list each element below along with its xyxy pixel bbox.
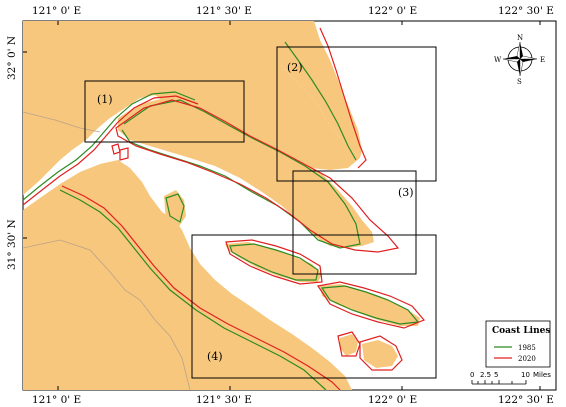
scale-unit: Miles	[533, 371, 551, 379]
study-box-2	[276, 46, 437, 182]
study-boxes	[84, 46, 437, 379]
top-axis-label-3: 122° 0' E	[368, 5, 417, 17]
bottom-axis-label-2: 121° 30' E	[196, 394, 252, 406]
north-arrow-w: W	[494, 56, 502, 64]
island-south-a	[340, 334, 358, 356]
left-axis-label-2: 31° 30' N	[6, 219, 18, 270]
coastline-1985	[22, 41, 420, 391]
scale-tick-10: 10	[521, 371, 530, 379]
land-layer	[23, 21, 420, 390]
study-box-2-label: (2)	[287, 61, 303, 74]
bottom-axis-label-3: 122° 0' E	[368, 394, 417, 406]
island-east-long	[320, 284, 420, 326]
study-box-3-label: (3)	[398, 186, 414, 199]
bottom-axis-label-1: 121° 0' E	[32, 394, 81, 406]
coastline-2020	[22, 27, 426, 391]
study-box-1	[84, 80, 245, 143]
island-central	[118, 98, 374, 248]
island-midstream	[225, 242, 322, 282]
admin-boundary	[22, 111, 191, 391]
study-box-4-label: (4)	[207, 350, 223, 363]
left-axis-label-1: 32° 0' N	[6, 36, 18, 80]
top-axis-label-1: 121° 0' E	[32, 5, 81, 17]
top-axis-label-4: 122° 30' E	[498, 5, 554, 17]
scale-tick-2-5: 2.5	[480, 371, 491, 379]
south-bank-land	[23, 160, 352, 390]
scale-tick-5: 5	[494, 371, 498, 379]
north-arrow	[502, 41, 538, 77]
scale-tick-0: 0	[470, 371, 474, 379]
study-box-1-label: (1)	[97, 93, 113, 106]
north-arrow-e: E	[540, 56, 545, 64]
study-box-4	[191, 234, 437, 379]
north-arrow-s: S	[517, 78, 522, 86]
bottom-axis-label-4: 122° 30' E	[498, 394, 554, 406]
north-arrow-n: N	[517, 34, 523, 42]
graticule-ticks	[23, 21, 541, 390]
scale-bar: 0 2.5 5 10 Miles	[470, 371, 551, 385]
legend-label-2020: 2020	[518, 355, 536, 363]
legend-title: Coast Lines	[492, 326, 550, 336]
legend-label-1985: 1985	[518, 344, 536, 352]
legend: Coast Lines 1985 2020	[485, 320, 550, 368]
study-box-3	[292, 170, 417, 275]
island-north-tip	[278, 21, 362, 158]
island-south-b	[362, 340, 398, 368]
top-axis-label-2: 121° 30' E	[196, 5, 252, 17]
